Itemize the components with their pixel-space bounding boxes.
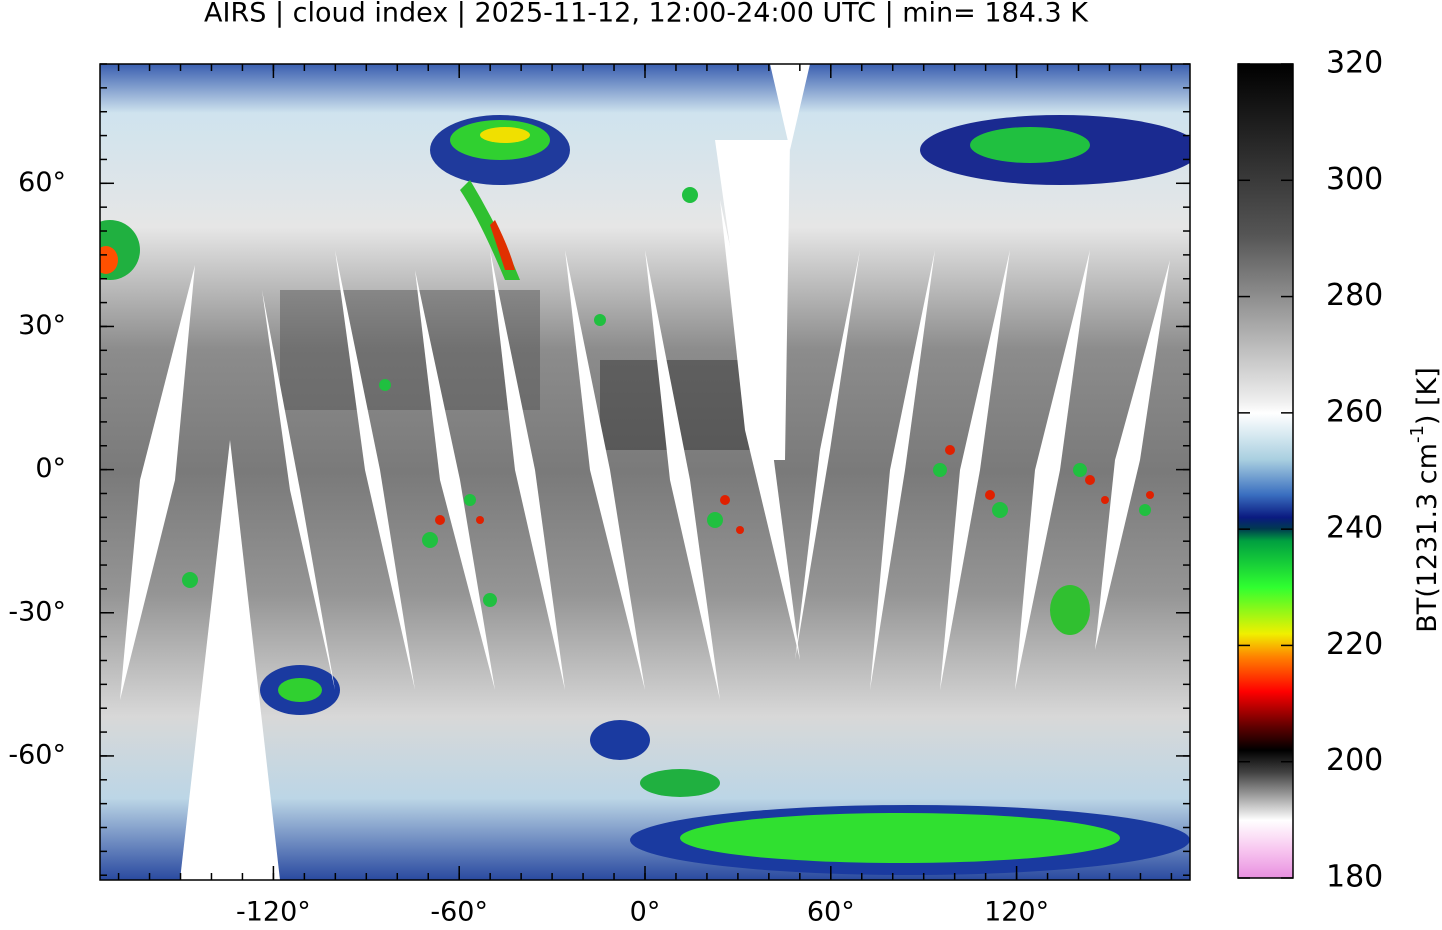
y-tick-label: -30° (8, 596, 66, 627)
x-tick-label: -120° (236, 897, 311, 928)
colorbar (1237, 63, 1294, 879)
y-tick-label: 60° (18, 167, 66, 198)
colorbar-tick-label: 200 (1326, 743, 1383, 778)
title: AIRS | cloud index | 2025-11-12, 12:00-2… (204, 0, 1089, 29)
colorbar-tick-label: 180 (1326, 860, 1383, 895)
colorbar-label: BT(1231.3 cm-1) [K] (1407, 367, 1442, 633)
x-tick-label: 0° (630, 897, 661, 928)
colorbar-tick-label: 220 (1326, 627, 1383, 662)
x-tick-label: -60° (430, 897, 488, 928)
colorbar-label-end: ) [K] (1412, 367, 1442, 425)
y-tick-label: 0° (35, 453, 66, 484)
colorbar-label-main: BT(1231.3 cm (1412, 443, 1442, 633)
colorbar-tick-label: 280 (1326, 278, 1383, 313)
map-image (100, 64, 1190, 880)
colorbar-tick-label: 260 (1326, 394, 1383, 429)
colorbar-tick-label: 240 (1326, 511, 1383, 546)
colorbar-tick-label: 320 (1326, 46, 1383, 81)
colorbar-label-sup: -1 (1407, 425, 1428, 443)
x-tick-label: 120° (984, 897, 1049, 928)
y-tick-label: -60° (8, 739, 66, 770)
y-tick-label: 30° (18, 310, 66, 341)
x-tick-label: 60° (807, 897, 855, 928)
colorbar-tick-label: 300 (1326, 162, 1383, 197)
